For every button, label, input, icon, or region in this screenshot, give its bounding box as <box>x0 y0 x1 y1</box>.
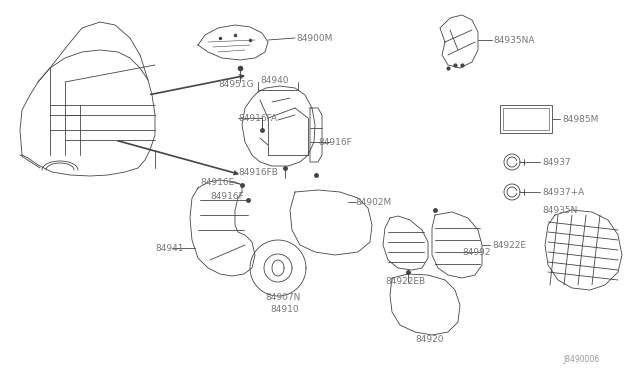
Text: 84920: 84920 <box>415 336 444 344</box>
Text: 84940: 84940 <box>260 76 289 84</box>
Text: 84941: 84941 <box>155 244 184 253</box>
Text: 84916F: 84916F <box>210 192 244 201</box>
Text: 84900M: 84900M <box>296 33 332 42</box>
Text: 84922E: 84922E <box>492 241 526 250</box>
Text: 84910: 84910 <box>270 305 299 314</box>
Text: 84922EB: 84922EB <box>385 278 425 286</box>
Text: 84902M: 84902M <box>355 198 391 206</box>
Bar <box>503 108 549 130</box>
Text: 84937: 84937 <box>542 157 571 167</box>
Text: 84916FA: 84916FA <box>238 113 277 122</box>
Bar <box>500 105 552 133</box>
Text: 84985M: 84985M <box>562 115 598 124</box>
Text: 84916FB: 84916FB <box>238 167 278 176</box>
Text: 84937+A: 84937+A <box>542 187 584 196</box>
Text: 84935N: 84935N <box>542 205 577 215</box>
Text: 84907N: 84907N <box>265 294 300 302</box>
Text: 84951G: 84951G <box>218 80 253 89</box>
Text: 84916F: 84916F <box>318 138 352 147</box>
Text: J8490006: J8490006 <box>564 356 600 365</box>
Text: 84992: 84992 <box>462 247 490 257</box>
Text: 84935NA: 84935NA <box>493 35 534 45</box>
Text: 84916E: 84916E <box>200 177 234 186</box>
